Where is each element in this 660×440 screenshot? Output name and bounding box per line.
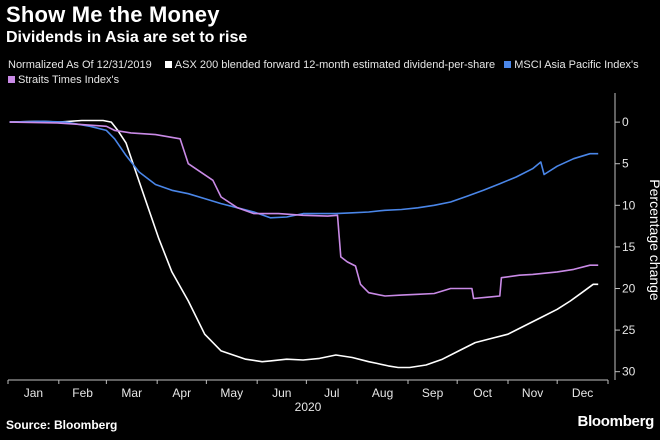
legend-label-sti: Straits Times Index's xyxy=(18,74,120,86)
x-tick-label: Jun xyxy=(272,386,291,400)
x-tick-label: Jan xyxy=(24,386,43,400)
y-tick-label: 20 xyxy=(622,281,636,295)
legend-item-sti: Straits Times Index's xyxy=(8,74,119,86)
legend-swatch-sti xyxy=(8,76,15,83)
x-tick-label: Sep xyxy=(422,386,444,400)
x-tick-label: Mar xyxy=(121,386,142,400)
y-axis-title: Percentage change xyxy=(647,179,660,301)
x-tick-label: Oct xyxy=(473,386,492,400)
y-tick-label: 10 xyxy=(622,198,636,212)
x-tick-label: Dec xyxy=(572,386,593,400)
y-tick-label: 25 xyxy=(622,323,636,337)
legend-swatch-msci xyxy=(504,61,512,68)
y-axis: 0 5 10 15 20 25 30 xyxy=(614,93,636,380)
x-tick-label: Jul xyxy=(324,386,339,400)
brand-logo: Bloomberg xyxy=(577,413,655,430)
x-axis: Jan Feb Mar Apr May Jun Jul Aug Sep Oct Nov Dec xyxy=(7,379,609,400)
source-note: Source: Bloomberg xyxy=(6,418,118,432)
x-tick-label: May xyxy=(220,386,243,400)
legend-label-asx: ASX 200 blended forward 12-month estimat… xyxy=(174,59,496,71)
series-line-1 xyxy=(9,119,599,369)
legend-swatch-asx xyxy=(164,61,172,68)
x-tick-label: Apr xyxy=(172,386,191,400)
legend-label-msci: MSCI Asia Pacific Index's xyxy=(514,59,639,71)
x-tick-label: Aug xyxy=(372,386,393,400)
series-line-2 xyxy=(9,120,599,219)
chart-subtitle: Dividends in Asia are set to rise xyxy=(6,29,248,46)
x-tick-label: Feb xyxy=(72,386,93,400)
x-tick-label: Nov xyxy=(522,386,543,400)
y-tick-label: 5 xyxy=(622,157,629,171)
y-tick-label: 0 xyxy=(622,115,629,129)
plot-area xyxy=(9,119,599,369)
legend-note: Normalized As Of 12/31/2019 xyxy=(8,59,152,71)
legend-item-msci: MSCI Asia Pacific Index's xyxy=(504,59,639,71)
series-line-3 xyxy=(9,121,599,300)
legend-item-asx: ASX 200 blended forward 12-month estimat… xyxy=(164,59,496,71)
legend: Normalized As Of 12/31/2019 ASX 200 blen… xyxy=(8,58,648,88)
y-tick-label: 30 xyxy=(622,365,636,379)
chart-title: Show Me the Money xyxy=(6,2,220,27)
y-tick-label: 15 xyxy=(622,240,636,254)
x-axis-title: 2020 xyxy=(295,400,322,414)
